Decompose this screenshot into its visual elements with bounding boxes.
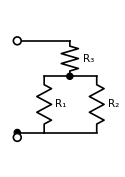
Text: R₂: R₂ bbox=[108, 99, 119, 109]
Text: R₁: R₁ bbox=[55, 99, 66, 109]
Circle shape bbox=[67, 73, 73, 79]
Circle shape bbox=[14, 129, 20, 136]
Circle shape bbox=[13, 37, 21, 45]
Text: R₃: R₃ bbox=[83, 54, 94, 64]
Circle shape bbox=[13, 133, 21, 141]
